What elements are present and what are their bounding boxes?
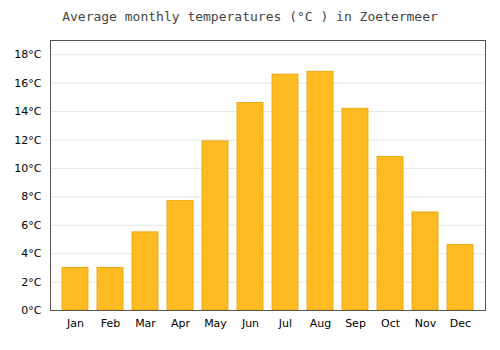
svg-text:12°C: 12°C (14, 133, 41, 146)
svg-text:Jun: Jun (241, 317, 259, 330)
html-text:Average monthly temperatures (: Average monthly temperatures (°C ) in Zo… (62, 9, 438, 24)
svg-text:8°C: 8°C (21, 190, 41, 203)
svg-text:6°C: 6°C (21, 219, 41, 232)
svg-text:16°C: 16°C (14, 77, 41, 90)
svg-text:Mar: Mar (135, 317, 156, 330)
svg-text:4°C: 4°C (21, 247, 41, 260)
svg-text:May: May (204, 317, 227, 330)
svg-text:Jan: Jan (66, 317, 84, 330)
svg-text:Feb: Feb (101, 317, 120, 330)
svg-text:10°C: 10°C (14, 162, 41, 175)
svg-text:18°C: 18°C (14, 48, 41, 61)
svg-text:14°C: 14°C (14, 105, 41, 118)
svg-text:Apr: Apr (171, 317, 191, 330)
svg-text:Oct: Oct (381, 317, 401, 330)
svg-text:Jul: Jul (278, 317, 292, 330)
svg-text:Sep: Sep (345, 317, 366, 330)
svg-text:Nov: Nov (415, 317, 437, 330)
svg-text:Aug: Aug (310, 317, 331, 330)
svg-text:2°C: 2°C (21, 276, 41, 289)
svg-text:Dec: Dec (450, 317, 471, 330)
svg-text:0°C: 0°C (21, 304, 41, 317)
